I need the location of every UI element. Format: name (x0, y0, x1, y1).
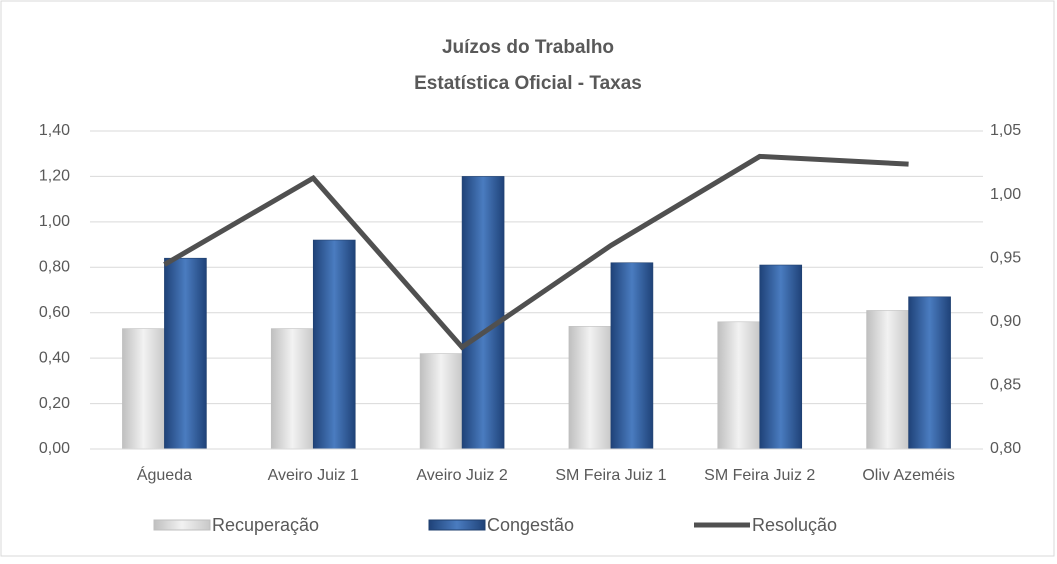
bar (866, 310, 909, 450)
y-tick-label: 0,40 (39, 349, 70, 366)
chart-subtitle: Estatística Oficial - Taxas (414, 73, 642, 94)
legend-label: Recuperação (212, 515, 319, 535)
y-tick-label: 1,40 (39, 122, 70, 139)
y-tick-label: 0,80 (39, 259, 70, 276)
bar (908, 296, 951, 450)
bar (122, 328, 165, 450)
y-tick-label: 1,00 (39, 213, 70, 230)
bar (461, 176, 505, 450)
y2-tick-label: 1,00 (990, 186, 1021, 203)
bar (164, 257, 207, 450)
y-tick-label: 0,60 (39, 304, 70, 321)
bar (419, 353, 463, 450)
x-tick-label: Aveiro Juiz 1 (268, 467, 359, 484)
legend-swatch (428, 519, 486, 531)
y2-tick-label: 1,05 (990, 122, 1021, 139)
bar (312, 239, 356, 450)
line-series (163, 153, 909, 351)
y2-tick-label: 0,95 (990, 249, 1021, 266)
bar (610, 262, 654, 450)
y-tick-label: 0,20 (39, 395, 70, 412)
bar (568, 326, 612, 450)
y-tick-label: 1,20 (39, 168, 70, 185)
legend-swatch (153, 519, 211, 531)
x-tick-label: Oliv Azeméis (862, 467, 954, 484)
x-tick-label: SM Feira Juiz 1 (555, 467, 666, 484)
y2-tick-label: 0,80 (990, 440, 1021, 457)
x-tick-label: Águeda (137, 465, 192, 484)
x-tick-label: Aveiro Juiz 2 (416, 467, 507, 484)
bar (759, 264, 803, 450)
x-tick-label: SM Feira Juiz 2 (704, 467, 815, 484)
legend-label: Resolução (752, 515, 837, 535)
legend-label: Congestão (487, 515, 574, 535)
chart-title: Juízos do Trabalho (442, 37, 614, 58)
y2-tick-label: 0,85 (990, 377, 1021, 394)
bar (717, 321, 761, 450)
y2-tick-label: 0,90 (990, 313, 1021, 330)
y-tick-label: 0,00 (39, 440, 70, 457)
bar (270, 328, 314, 450)
